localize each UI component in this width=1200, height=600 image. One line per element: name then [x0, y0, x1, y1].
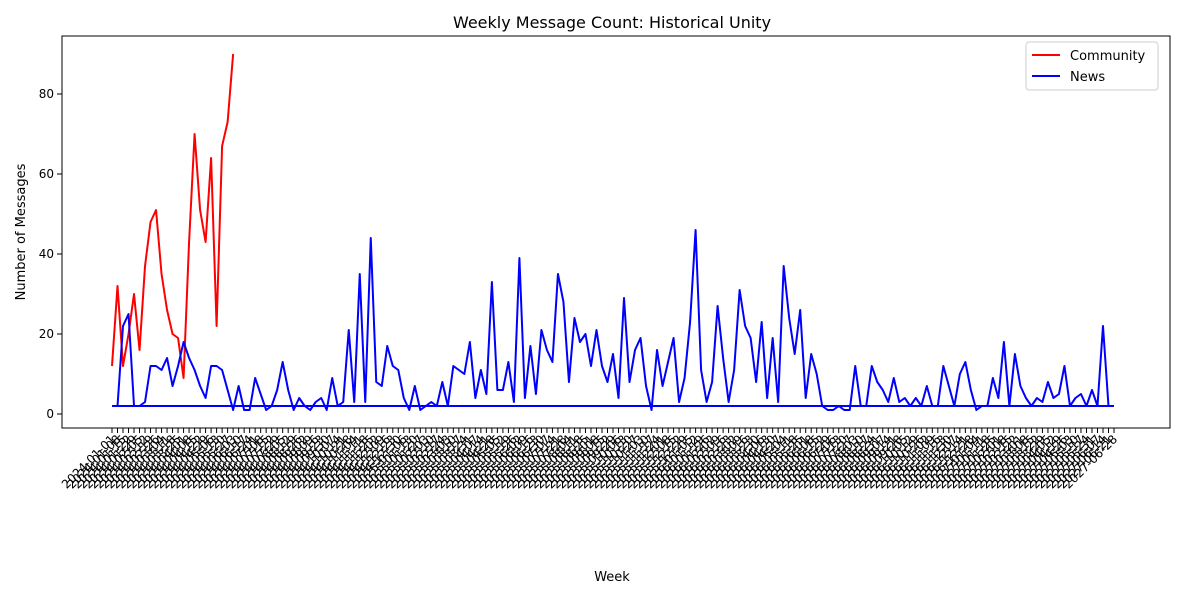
series-layer [111, 53, 1114, 411]
y-tick-label: 20 [39, 327, 54, 341]
y-tick-label: 40 [39, 247, 54, 261]
y-tick-label: 80 [39, 87, 54, 101]
series-community-line [111, 53, 235, 379]
y-tick-label: 0 [46, 407, 54, 421]
plot-frame [61, 35, 1171, 429]
legend: Community News [1025, 41, 1159, 91]
y-tick-label: 60 [39, 167, 54, 181]
y-axis-label: Number of Messages [14, 163, 29, 300]
x-axis-label: Week [594, 570, 630, 585]
legend-news-label: News [1070, 70, 1105, 85]
y-axis: 0 20 40 60 80 [39, 87, 62, 421]
series-news-line [112, 229, 1110, 411]
x-axis: 2024-01-012024-01-082024-01-152024-01-22… [59, 428, 1120, 491]
chart-title: Weekly Message Count: Historical Unity [453, 13, 771, 32]
legend-community-label: Community [1070, 49, 1146, 64]
